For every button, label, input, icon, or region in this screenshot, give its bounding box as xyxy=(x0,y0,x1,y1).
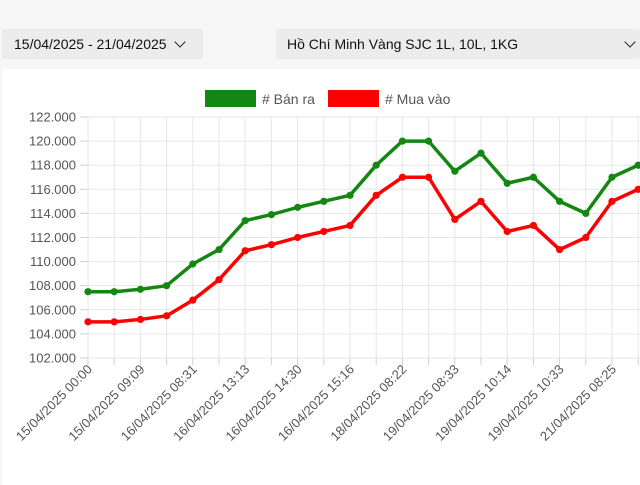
data-point xyxy=(503,227,511,236)
y-tick-label: 112.000 xyxy=(30,230,76,245)
y-tick-label: 120.000 xyxy=(29,134,76,149)
legend-swatch xyxy=(205,90,256,107)
series-line xyxy=(88,139,639,294)
y-tick-label: 122.000 xyxy=(29,110,76,125)
data-point xyxy=(451,167,459,175)
data-point xyxy=(215,276,223,284)
data-point xyxy=(163,312,171,320)
data-point xyxy=(346,221,354,230)
data-point xyxy=(110,288,118,296)
data-point xyxy=(556,197,564,205)
y-tick-label: 106.000 xyxy=(29,302,76,317)
data-point xyxy=(634,185,640,193)
data-point xyxy=(398,137,406,145)
date-range-picker[interactable]: 15/04/2025 - 21/04/2025 xyxy=(2,29,203,59)
y-tick-label: 110.000 xyxy=(30,254,76,269)
data-point xyxy=(425,173,433,181)
data-point xyxy=(189,296,197,304)
data-point xyxy=(582,209,590,217)
y-tick-label: 108.000 xyxy=(29,278,76,293)
data-point xyxy=(477,149,485,157)
data-point xyxy=(294,233,302,242)
data-point xyxy=(110,318,118,326)
data-point xyxy=(608,173,616,181)
data-point xyxy=(582,233,590,242)
data-point xyxy=(425,137,433,145)
y-tick-label: 116.000 xyxy=(30,182,76,197)
data-point xyxy=(372,191,380,199)
data-point xyxy=(84,288,92,296)
data-point xyxy=(189,260,197,268)
data-point xyxy=(529,221,538,230)
data-point xyxy=(320,227,328,236)
data-point xyxy=(241,217,249,225)
data-point xyxy=(608,197,616,205)
data-point xyxy=(267,241,275,249)
data-point xyxy=(320,197,328,205)
series-line xyxy=(88,175,639,324)
y-tick-label: 114.000 xyxy=(30,206,76,221)
data-point xyxy=(529,173,538,181)
data-point xyxy=(372,161,380,169)
legend-swatch xyxy=(328,90,379,107)
data-point xyxy=(241,247,249,255)
data-point xyxy=(267,211,275,219)
data-point xyxy=(136,285,144,293)
date-range-value: 15/04/2025 - 21/04/2025 xyxy=(14,36,167,52)
data-point xyxy=(634,161,640,169)
legend-label: # Bán ra xyxy=(262,91,315,107)
y-tick-label: 104.000 xyxy=(29,326,76,341)
legend-label: # Mua vào xyxy=(385,91,451,107)
data-point xyxy=(346,191,354,199)
data-point xyxy=(294,203,302,211)
y-tick-label: 118.000 xyxy=(30,158,76,173)
data-point xyxy=(84,318,92,326)
data-point xyxy=(398,173,406,181)
data-point xyxy=(163,282,171,290)
product-select-value: Hồ Chí Minh Vàng SJC 1L, 10L, 1KG xyxy=(287,36,519,52)
data-point xyxy=(451,215,459,224)
data-point xyxy=(503,179,511,187)
data-point xyxy=(556,245,564,254)
y-tick-label: 102.000 xyxy=(29,351,76,366)
data-point xyxy=(477,197,485,205)
data-point xyxy=(215,245,223,254)
data-point xyxy=(136,315,144,324)
product-select[interactable]: Hồ Chí Minh Vàng SJC 1L, 10L, 1KG xyxy=(276,29,640,59)
